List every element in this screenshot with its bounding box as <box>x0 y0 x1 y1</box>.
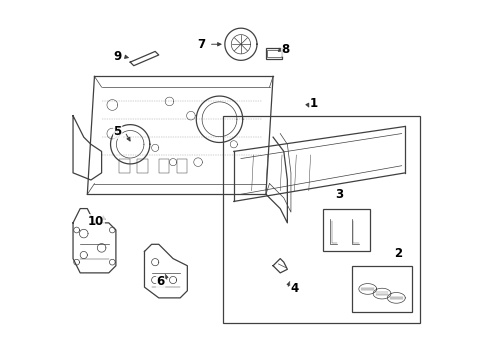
Text: 8: 8 <box>281 43 289 56</box>
Bar <box>323 208 369 251</box>
Bar <box>265 48 282 59</box>
Text: 7: 7 <box>197 38 205 51</box>
Bar <box>351 266 411 312</box>
Bar <box>266 50 281 58</box>
Bar <box>137 158 148 173</box>
Text: 2: 2 <box>393 247 401 260</box>
Bar <box>119 158 130 173</box>
Bar <box>159 158 169 173</box>
Bar <box>176 158 187 173</box>
Text: 10: 10 <box>88 215 104 228</box>
Text: 9: 9 <box>113 50 122 63</box>
Text: 1: 1 <box>309 97 318 110</box>
Text: 4: 4 <box>290 283 298 296</box>
Text: 3: 3 <box>334 188 343 201</box>
Bar <box>223 116 419 323</box>
Text: 6: 6 <box>156 275 164 288</box>
Text: 5: 5 <box>113 125 122 138</box>
